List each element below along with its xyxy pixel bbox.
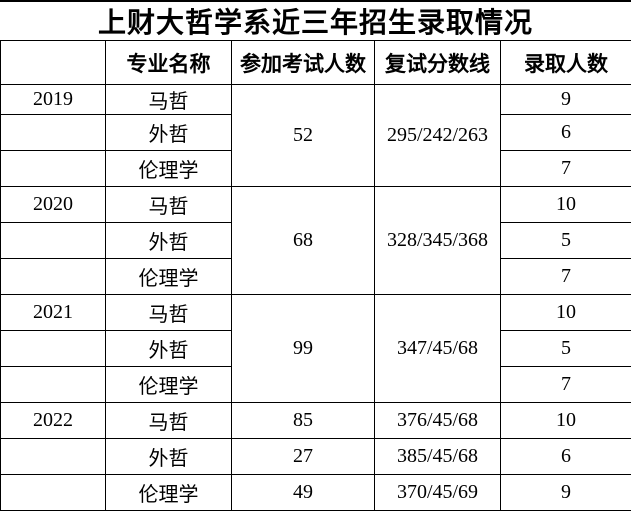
major-cell: 外哲: [105, 222, 232, 259]
page-title: 上财大哲学系近三年招生录取情况: [0, 0, 631, 40]
table-row: 2022 马哲 85 376/45/68 10: [0, 402, 631, 439]
year-cell: 2021: [0, 294, 106, 331]
retest-line-cell: 385/45/68: [374, 438, 501, 475]
examinees-cell: 27: [231, 438, 375, 475]
examinees-cell: 52: [231, 84, 375, 187]
year-cell-empty: [0, 114, 106, 151]
retest-line-cell: 328/345/368: [374, 186, 501, 295]
table-row: 2020 马哲 68 328/345/368 10: [0, 186, 631, 295]
header-admitted: 录取人数: [500, 40, 631, 85]
admitted-cell: 9: [500, 474, 631, 511]
major-cell: 伦理学: [105, 150, 232, 187]
admitted-cell: 7: [500, 366, 631, 403]
year-cell-empty: [0, 330, 106, 367]
year-cell-empty: [0, 366, 106, 403]
examinees-cell: 85: [231, 402, 375, 439]
major-cell: 马哲: [105, 294, 232, 331]
major-cell: 伦理学: [105, 258, 232, 295]
admitted-cell: 6: [500, 114, 631, 151]
header-examinees: 参加考试人数: [231, 40, 375, 85]
major-cell: 马哲: [105, 402, 232, 439]
major-cell: 伦理学: [105, 366, 232, 403]
examinees-cell: 99: [231, 294, 375, 403]
retest-line-cell: 376/45/68: [374, 402, 501, 439]
admitted-cell: 10: [500, 294, 631, 331]
year-cell: 2020: [0, 186, 106, 223]
year-cell-empty: [0, 222, 106, 259]
year-cell-empty: [0, 474, 106, 511]
table-row: 伦理学 7: [0, 366, 631, 403]
major-cell: 外哲: [105, 330, 232, 367]
admitted-cell: 5: [500, 222, 631, 259]
year-cell-empty: [0, 438, 106, 475]
examinees-cell: 49: [231, 474, 375, 511]
admitted-cell: 9: [500, 84, 631, 115]
admitted-cell: 5: [500, 330, 631, 367]
table-row: 伦理学 49 370/45/69 9: [0, 474, 631, 511]
major-cell: 外哲: [105, 438, 232, 475]
table-row: 外哲 5: [0, 222, 631, 259]
examinees-cell: 68: [231, 186, 375, 295]
admissions-table: 专业名称 参加考试人数 复试分数线 录取人数 2019 马哲 52 295/24…: [0, 40, 631, 511]
header-year: [0, 40, 106, 85]
retest-line-cell: 295/242/263: [374, 84, 501, 187]
table-row: 伦理学 7: [0, 150, 631, 187]
year-cell-empty: [0, 150, 106, 187]
header-major: 专业名称: [105, 40, 232, 85]
table-row: 伦理学 7: [0, 258, 631, 295]
major-cell: 外哲: [105, 114, 232, 151]
major-cell: 伦理学: [105, 474, 232, 511]
header-retest-line: 复试分数线: [374, 40, 501, 85]
table-row: 2019 马哲 52 295/242/263 9: [0, 84, 631, 187]
admitted-cell: 10: [500, 402, 631, 439]
retest-line-cell: 370/45/69: [374, 474, 501, 511]
year-cell-empty: [0, 258, 106, 295]
major-cell: 马哲: [105, 84, 232, 115]
table-row: 外哲 27 385/45/68 6: [0, 438, 631, 475]
header-row: 专业名称 参加考试人数 复试分数线 录取人数: [0, 40, 631, 85]
retest-line-cell: 347/45/68: [374, 294, 501, 403]
table-row: 2021 马哲 99 347/45/68 10: [0, 294, 631, 403]
year-cell: 2019: [0, 84, 106, 115]
year-cell: 2022: [0, 402, 106, 439]
admitted-cell: 6: [500, 438, 631, 475]
major-cell: 马哲: [105, 186, 232, 223]
admitted-cell: 7: [500, 258, 631, 295]
admitted-cell: 10: [500, 186, 631, 223]
table-row: 外哲 5: [0, 330, 631, 367]
admitted-cell: 7: [500, 150, 631, 187]
